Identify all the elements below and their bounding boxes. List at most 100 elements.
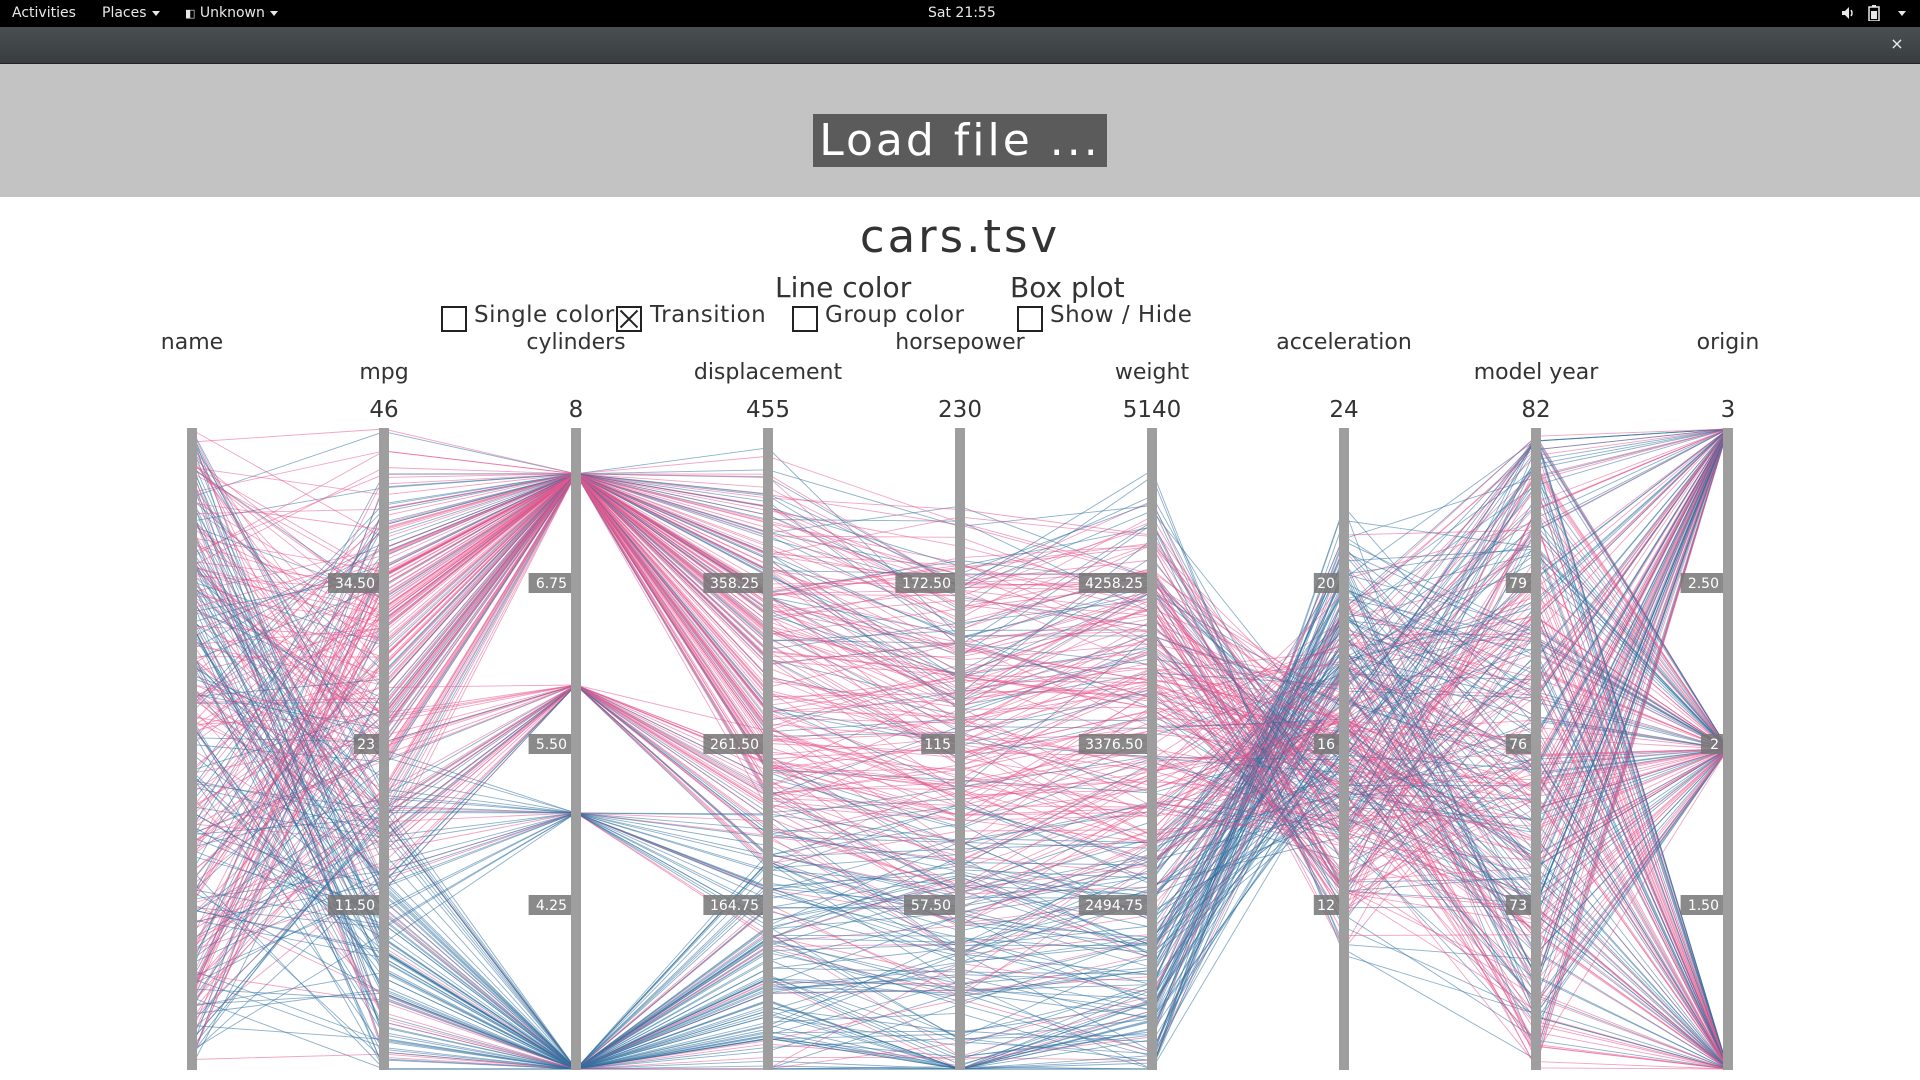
tick-label-cylinders: 4.25 [536,898,567,914]
system-menu-chevron-icon[interactable] [1893,0,1906,27]
tick-bg [904,895,955,915]
tick-label-model-year: 79 [1509,576,1527,592]
tick-label-cylinders: 5.50 [536,737,567,753]
app-menu[interactable]: ◧ Unknown [185,0,278,27]
axis-weight[interactable]: weight 5140 4258.25 3376.50 2494.75 [1078,360,1190,1070]
axes-layer: name mpg 46 34.50 23 11.50 cylinders 8 6.75 5.50 4… [161,330,1760,1070]
tick-bg [353,734,379,754]
group-color-label: Group color [825,302,965,328]
tick-bg [1505,734,1531,754]
tick-label-cylinders: 6.75 [536,576,567,592]
axis-mpg[interactable]: mpg 46 34.50 23 11.50 [328,360,409,1070]
axis-cylinders[interactable]: cylinders 8 6.75 5.50 4.25 [526,330,626,1070]
tick-bg [895,573,955,593]
axis-label-mpg[interactable]: mpg [359,360,408,385]
tick-bg [528,573,571,593]
axis-bar-name[interactable] [187,428,197,1070]
tick-bg [528,895,571,915]
transition-label: Transition [650,302,767,328]
box-plot-checkbox[interactable] [1017,306,1043,332]
tick-label-weight: 4258.25 [1085,576,1143,592]
tick-label-acceleration: 12 [1317,898,1335,914]
clock[interactable]: Sat 21:55 [928,5,996,21]
tick-label-displacement: 261.50 [710,737,759,753]
activities-button[interactable]: Activities [12,5,76,21]
tick-bg [1078,895,1147,915]
tick-bg [1505,895,1531,915]
app-icon: ◧ [185,7,196,20]
axis-max-mpg: 46 [369,397,398,423]
axis-bar-weight[interactable] [1147,428,1157,1070]
chevron-down-icon [269,10,278,16]
tick-label-origin: 2.50 [1688,576,1719,592]
axis-label-model-year[interactable]: model year [1474,360,1600,385]
tick-bg [328,895,379,915]
axis-bar-horsepower[interactable] [955,428,965,1070]
tick-label-weight: 2494.75 [1085,898,1143,914]
axis-bar-displacement[interactable] [763,428,773,1070]
axis-max-cylinders: 8 [569,397,584,423]
axis-bar-cylinders[interactable] [571,428,581,1070]
tick-bg [703,734,763,754]
top-bar: Activities Places ◧ Unknown Sat 21:55 [0,0,1920,27]
volume-icon[interactable] [1840,0,1856,27]
tick-label-horsepower: 57.50 [911,898,951,914]
axis-horsepower[interactable]: horsepower 230 172.50 115 57.50 [895,330,1026,1070]
single-color-label: Single color [474,302,615,328]
axis-bar-mpg[interactable] [379,428,389,1070]
tick-label-weight: 3376.50 [1085,737,1143,753]
chevron-down-icon [151,10,160,16]
battery-icon[interactable] [1868,0,1880,27]
axis-displacement[interactable]: displacement 455 358.25 261.50 164.75 [694,360,843,1070]
tick-bg [1680,573,1723,593]
tick-label-horsepower: 115 [924,737,951,753]
single-color-checkbox[interactable] [441,306,467,332]
tick-label-mpg: 11.50 [335,898,375,914]
load-file-button[interactable]: Load file ... [813,114,1107,167]
tick-bg [703,573,763,593]
tick-bg [328,573,379,593]
window-titlebar: × [0,27,1920,64]
tick-bg [1313,573,1339,593]
axis-label-displacement[interactable]: displacement [694,360,843,385]
axis-label-weight[interactable]: weight [1115,360,1190,385]
axis-bar-acceleration[interactable] [1339,428,1349,1070]
file-title: cars.tsv [859,210,1061,263]
close-icon[interactable]: × [1890,34,1904,53]
axis-origin[interactable]: origin 3 2.50 2 1.50 [1680,330,1760,1070]
axis-model-year[interactable]: model year 82 79 76 73 [1474,360,1600,1070]
line-color-heading: Line color [775,271,912,304]
tick-label-model-year: 73 [1509,898,1527,914]
axis-label-cylinders[interactable]: cylinders [526,330,625,355]
places-label: Places [102,5,147,21]
axis-bar-origin[interactable] [1723,428,1733,1070]
tick-bg [1680,895,1723,915]
tick-bg [703,895,763,915]
axis-max-weight: 5140 [1123,397,1182,423]
axis-name[interactable]: name [161,330,223,1070]
axis-label-horsepower[interactable]: horsepower [895,330,1025,355]
tick-label-acceleration: 20 [1317,576,1335,592]
tick-bg [1313,895,1339,915]
tick-bg [921,734,955,754]
tick-label-mpg: 23 [357,737,375,753]
group-color-checkbox[interactable] [792,306,818,332]
tick-label-origin: 1.50 [1688,898,1719,914]
tick-label-horsepower: 172.50 [902,576,951,592]
tick-bg [528,734,571,754]
axis-label-origin[interactable]: origin [1697,330,1760,355]
tick-bg [1078,573,1147,593]
tick-label-model-year: 76 [1509,737,1527,753]
axis-label-name[interactable]: name [161,330,223,355]
places-menu[interactable]: Places [102,0,160,27]
axis-bar-model-year[interactable] [1531,428,1541,1070]
transition-checkbox[interactable] [616,306,642,332]
axis-label-acceleration[interactable]: acceleration [1276,330,1412,355]
tick-bg [1505,573,1531,593]
axis-max-model-year: 82 [1521,397,1550,423]
tick-label-displacement: 358.25 [710,576,759,592]
tick-bg [1313,734,1339,754]
tick-label-mpg: 34.50 [335,576,375,592]
box-plot-heading: Box plot [1010,271,1125,304]
axis-acceleration[interactable]: acceleration 24 20 16 12 [1276,330,1412,1070]
